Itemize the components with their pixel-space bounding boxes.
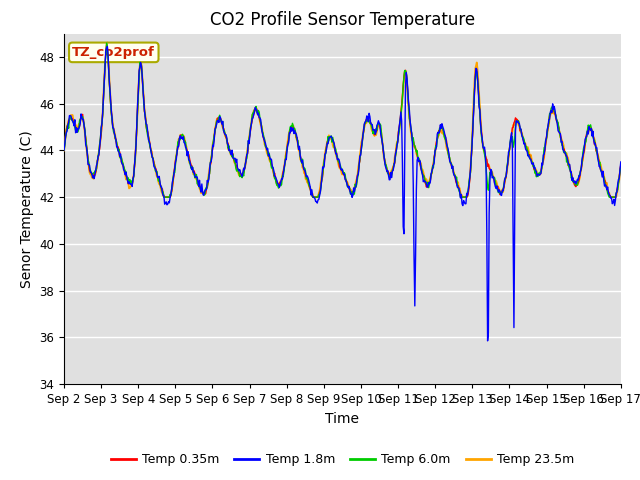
X-axis label: Time: Time (325, 411, 360, 426)
Temp 0.35m (70, 121, 78, 127)
Temp 23.5m (128, 181, 136, 187)
Temp 23.5m (186, 160, 193, 166)
Temp 1.8m (60, 147, 68, 153)
Temp 6.0m (428, 170, 436, 176)
Text: TZ_co2prof: TZ_co2prof (72, 46, 156, 59)
Temp 23.5m (215, 118, 223, 124)
Temp 23.5m (160, 194, 168, 200)
Temp 6.0m (215, 114, 223, 120)
Temp 6.0m (103, 40, 111, 46)
Line: Temp 6.0m: Temp 6.0m (64, 43, 621, 197)
Temp 0.35m (103, 41, 111, 47)
Temp 6.0m (412, 146, 419, 152)
Temp 0.35m (186, 156, 193, 161)
Temp 1.8m (617, 159, 625, 165)
Temp 1.8m (70, 123, 78, 129)
Line: Temp 0.35m: Temp 0.35m (64, 44, 621, 197)
Temp 23.5m (428, 170, 436, 176)
Y-axis label: Senor Temperature (C): Senor Temperature (C) (20, 130, 34, 288)
Temp 6.0m (60, 147, 68, 153)
Temp 6.0m (160, 194, 168, 200)
Temp 1.8m (428, 171, 435, 177)
Line: Temp 1.8m: Temp 1.8m (64, 47, 621, 341)
Temp 0.35m (60, 144, 68, 150)
Temp 1.8m (484, 338, 492, 344)
Line: Temp 23.5m: Temp 23.5m (64, 43, 621, 197)
Temp 0.35m (128, 181, 136, 187)
Temp 23.5m (412, 145, 419, 151)
Temp 6.0m (617, 164, 625, 169)
Temp 0.35m (412, 146, 419, 152)
Temp 23.5m (617, 164, 625, 170)
Temp 6.0m (70, 121, 78, 127)
Temp 0.35m (617, 162, 625, 168)
Temp 1.8m (214, 118, 222, 123)
Temp 23.5m (70, 120, 78, 126)
Temp 23.5m (60, 148, 68, 154)
Temp 1.8m (104, 44, 111, 49)
Temp 1.8m (128, 183, 136, 189)
Legend: Temp 0.35m, Temp 1.8m, Temp 6.0m, Temp 23.5m: Temp 0.35m, Temp 1.8m, Temp 6.0m, Temp 2… (106, 448, 579, 471)
Temp 0.35m (428, 169, 436, 175)
Temp 1.8m (185, 157, 193, 163)
Temp 1.8m (411, 303, 419, 309)
Temp 6.0m (128, 182, 136, 188)
Temp 6.0m (186, 159, 193, 165)
Temp 0.35m (161, 194, 168, 200)
Title: CO2 Profile Sensor Temperature: CO2 Profile Sensor Temperature (210, 11, 475, 29)
Temp 23.5m (104, 40, 111, 46)
Temp 0.35m (215, 116, 223, 122)
